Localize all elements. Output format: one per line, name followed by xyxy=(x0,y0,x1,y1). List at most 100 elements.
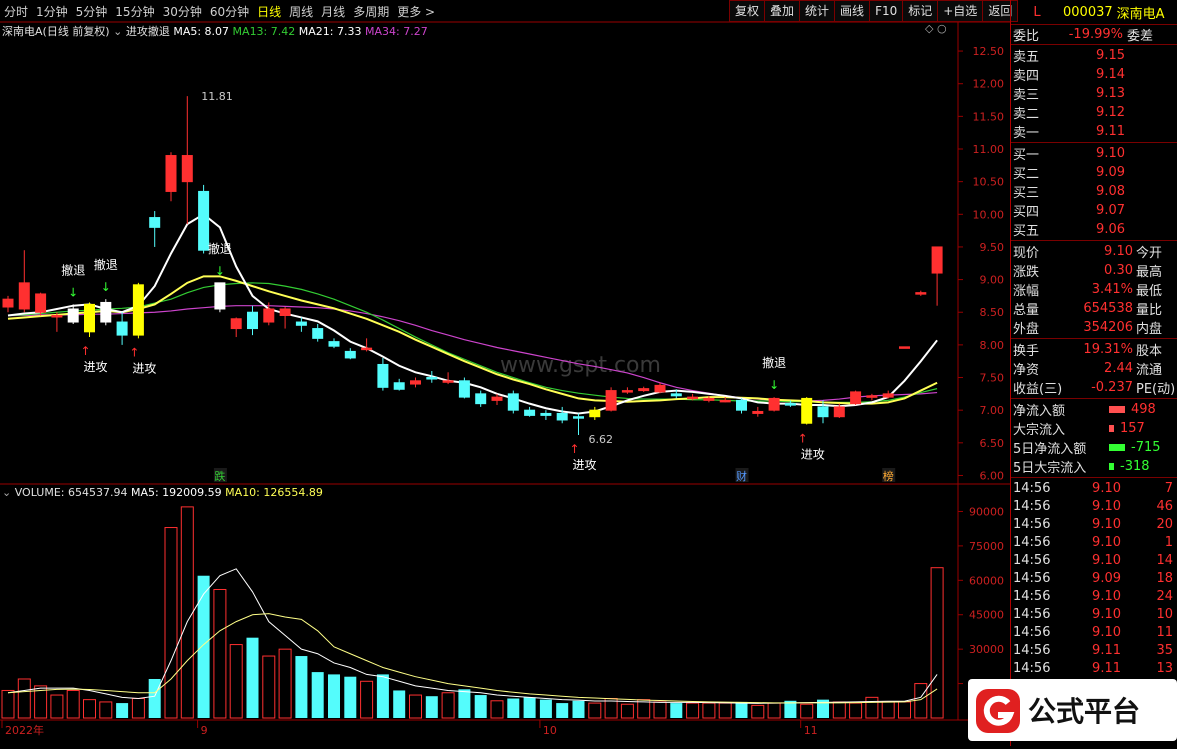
stats-row: 现价 9.10 今开 xyxy=(1011,242,1177,261)
period-tab-1[interactable]: 1分钟 xyxy=(36,4,68,19)
candle-body xyxy=(214,282,226,310)
toolbar-button-7[interactable]: 返回 xyxy=(982,0,1019,22)
volume-bar xyxy=(653,701,667,719)
event-flag-label[interactable]: 榜 xyxy=(883,469,894,483)
circle-icon[interactable]: ○ xyxy=(936,22,947,35)
stats-label: 涨跌 xyxy=(1013,265,1040,280)
toolbar-button-6[interactable]: +自选 xyxy=(937,0,984,22)
toolbar-button-0[interactable]: 复权 xyxy=(729,0,766,22)
attack-arrow-icon: ↑ xyxy=(569,442,579,456)
candle-body xyxy=(377,363,389,388)
candle-body xyxy=(540,412,552,416)
candle-body xyxy=(507,393,519,411)
sell-row[interactable]: 卖一 9.11 xyxy=(1011,122,1177,141)
period-tab-8[interactable]: 月线 xyxy=(321,4,346,19)
stats2-label2: 股本 xyxy=(1136,344,1163,359)
volume-bar xyxy=(1,689,15,719)
period-tab-7[interactable]: 周线 xyxy=(289,4,314,19)
toolbar-button-1[interactable]: 叠加 xyxy=(764,0,801,22)
chart-info-line: 深南电A(日线 前复权) ⌄ 进攻撤退 MA5: 8.07 MA13: 7.42… xyxy=(2,23,428,39)
retreat-arrow-icon: ↓ xyxy=(101,280,111,294)
volume-bar xyxy=(116,703,129,718)
period-tab-6[interactable]: 日线 xyxy=(257,4,282,19)
toolbar-button-3[interactable]: 画线 xyxy=(834,0,871,22)
indicator-name[interactable]: 进攻撤退 xyxy=(125,25,170,38)
retreat-label: 撤退 xyxy=(208,241,232,256)
candle-body xyxy=(165,155,177,192)
sell-label: 卖一 xyxy=(1013,126,1040,141)
ma5-line xyxy=(7,213,938,415)
buy-row[interactable]: 买三 9.08 xyxy=(1011,182,1177,201)
event-flag-label[interactable]: 跌 xyxy=(214,469,225,483)
attack-label: 进攻 xyxy=(83,360,107,374)
function-toolbar: 复权 叠加 统计 画线 F10 标记 +自选 返回 xyxy=(729,0,1019,22)
volume-bar xyxy=(458,689,471,718)
candle-body xyxy=(475,393,487,405)
volume-bar xyxy=(930,567,944,719)
volume-chevron-icon[interactable]: ⌄ xyxy=(2,486,12,499)
period-tab-4[interactable]: 30分钟 xyxy=(162,4,202,19)
volume-bar xyxy=(99,701,113,719)
flow-bar xyxy=(1109,406,1125,413)
price-tick-label: 11.00 xyxy=(973,143,1005,156)
volume-bar xyxy=(262,655,276,719)
chart-area[interactable]: 12.50 12.00 11.50 11.00 10.50 10.00 9.50 9.00 8.… xyxy=(0,0,1019,746)
price-tick-label: 10.00 xyxy=(973,208,1005,221)
volume-bar xyxy=(914,683,928,719)
toolbar-button-2[interactable]: 统计 xyxy=(799,0,836,22)
volume-bar xyxy=(556,703,569,718)
sell-row[interactable]: 卖二 9.12 xyxy=(1011,103,1177,122)
candle-body xyxy=(344,350,356,359)
buy-row[interactable]: 买四 9.07 xyxy=(1011,201,1177,220)
tick-row: 14:56 9.10 20 xyxy=(1011,515,1177,533)
buy-row[interactable]: 买五 9.06 xyxy=(1011,220,1177,239)
buy-row[interactable]: 买一 9.10 xyxy=(1011,144,1177,163)
volume-bar xyxy=(131,697,145,719)
period-tab-3[interactable]: 15分钟 xyxy=(115,4,155,19)
candle-body xyxy=(149,217,161,228)
candle-body xyxy=(736,399,747,411)
buy-price: 9.07 xyxy=(1096,203,1125,218)
settings-chevron-icon[interactable]: ⌄ xyxy=(113,25,123,38)
high-marker: 11.81 xyxy=(201,90,233,103)
period-tab-9[interactable]: 多周期 xyxy=(353,4,390,19)
period-tab-0[interactable]: 分时 xyxy=(4,4,29,19)
period-tab-10[interactable]: 更多 > xyxy=(397,4,436,19)
period-tab-2[interactable]: 5分钟 xyxy=(75,4,108,19)
tick-price: 9.10 xyxy=(1092,516,1121,532)
tick-time: 14:56 xyxy=(1013,624,1051,640)
stats2-row: 换手 19.31% 股本 xyxy=(1011,340,1177,359)
event-flag[interactable] xyxy=(882,468,896,482)
buy-label: 买三 xyxy=(1013,186,1040,201)
buy-row[interactable]: 买二 9.09 xyxy=(1011,163,1177,182)
candle-body xyxy=(295,321,307,326)
volume-bar xyxy=(490,700,504,719)
volume-bar xyxy=(34,685,48,719)
stats-value: 354206 xyxy=(1083,320,1133,335)
tick-list[interactable]: 14:56 9.10 7 14:56 9.10 46 14:56 9.10 20 14:56 9.1… xyxy=(1011,478,1177,678)
price-tick-label: 11.50 xyxy=(973,110,1005,123)
sell-row[interactable]: 卖三 9.13 xyxy=(1011,84,1177,103)
tick-price: 9.10 xyxy=(1092,588,1121,604)
toolbar-button-4[interactable]: F10 xyxy=(869,0,904,22)
volume-bar xyxy=(865,696,879,719)
chart-corner-icons[interactable]: ◇ ○ xyxy=(925,22,947,35)
buy-price: 9.08 xyxy=(1096,184,1125,199)
stats-label: 总量 xyxy=(1013,303,1040,318)
event-flag-label[interactable]: 财 xyxy=(736,469,747,483)
diamond-icon[interactable]: ◇ xyxy=(925,22,934,35)
sell-orders: 卖五 9.15 卖四 9.14 卖三 9.13 卖二 9.12 卖一 9.11 xyxy=(1011,45,1177,143)
volume-bar xyxy=(620,703,634,719)
stats-row: 总量 654538 量比 xyxy=(1011,299,1177,318)
kline-chart[interactable]: 12.50 12.00 11.50 11.00 10.50 10.00 9.50 9.00 8.… xyxy=(0,0,1010,746)
sell-row[interactable]: 卖五 9.15 xyxy=(1011,46,1177,65)
toolbar-button-5[interactable]: 标记 xyxy=(902,0,939,22)
event-flag[interactable] xyxy=(735,468,749,482)
sell-row[interactable]: 卖四 9.14 xyxy=(1011,65,1177,84)
candle-body xyxy=(35,293,47,313)
event-flag[interactable] xyxy=(213,468,227,482)
weibi-value: -19.99% xyxy=(1068,27,1123,42)
volume-bar xyxy=(376,674,389,718)
period-tab-5[interactable]: 60分钟 xyxy=(209,4,250,19)
volume-bar xyxy=(278,648,292,719)
